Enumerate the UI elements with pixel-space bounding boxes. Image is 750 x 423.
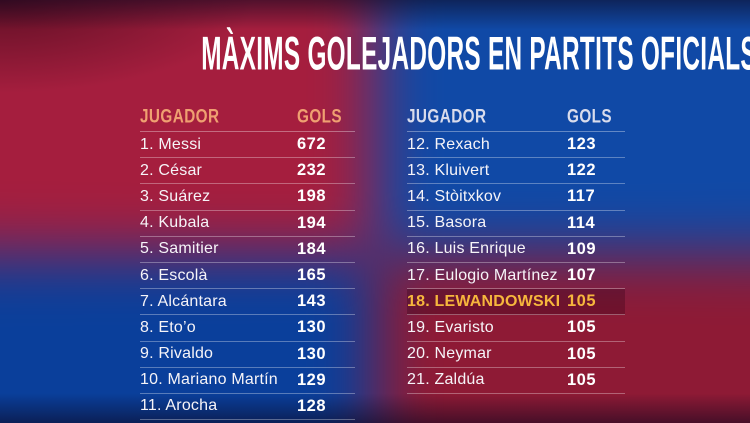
goals-cell: 194 xyxy=(297,213,327,232)
table-row: 7. Alcántara 143 xyxy=(140,289,355,316)
table-row: 21. Zaldúa 105 xyxy=(407,368,625,394)
table-row: 2. César 232 xyxy=(140,158,355,185)
goals-cell: 130 xyxy=(297,318,327,337)
table-row: 9. Rivaldo 130 xyxy=(140,342,355,368)
scorers-tables: JUGADOR GOLS 1. Messi 672 2. César 232 3. Su… xyxy=(140,101,625,421)
goals-cell: 143 xyxy=(297,292,327,311)
goals-cell: 184 xyxy=(297,239,327,258)
goals-cell: 672 xyxy=(297,135,327,154)
player-cell: 7. Alcántara xyxy=(140,292,227,310)
scorers-table-left: JUGADOR GOLS 1. Messi 672 2. César 232 3. Su… xyxy=(140,101,355,421)
table-row: 12. Rexach 123 xyxy=(407,132,625,159)
table-row: 17. Eulogio Martínez 107 xyxy=(407,263,625,290)
goals-cell: 128 xyxy=(297,396,327,415)
player-cell: 2. César xyxy=(140,161,203,179)
player-cell: 14. Stòitxkov xyxy=(407,187,502,205)
player-cell: 11. Arocha xyxy=(140,397,218,415)
goals-cell: 114 xyxy=(567,213,596,232)
player-cell: 12. Rexach xyxy=(407,135,490,153)
goals-cell: 198 xyxy=(297,187,327,206)
goals-cell: 123 xyxy=(567,135,597,154)
page-title: MÀXIMS GOLEJADORS EN PARTITS OFICIALS xyxy=(0,27,750,80)
player-cell: 5. Samitier xyxy=(140,240,219,258)
goals-cell: 105 xyxy=(567,292,597,311)
goals-cell: 107 xyxy=(567,266,597,285)
table-header: JUGADOR GOLS xyxy=(407,101,625,132)
player-cell: 1. Messi xyxy=(140,135,202,153)
player-cell: 20. Neymar xyxy=(407,345,492,363)
player-cell: 4. Kubala xyxy=(140,214,210,232)
table-row: 5. Samitier 184 xyxy=(140,237,355,263)
goals-cell: 232 xyxy=(297,161,327,180)
table-row: 1. Messi 672 xyxy=(140,132,355,159)
table-header: JUGADOR GOLS xyxy=(140,101,355,132)
table-row: 15. Basora 114 xyxy=(407,211,625,237)
table-row: 14. Stòitxkov 117 xyxy=(407,184,625,211)
table-row: 3. Suárez 198 xyxy=(140,184,355,211)
table-row: 19. Evaristo 105 xyxy=(407,315,625,342)
player-cell: 16. Luis Enrique xyxy=(407,240,526,258)
player-cell: 17. Eulogio Martínez xyxy=(407,266,558,284)
player-cell: 18. LEWANDOWSKI xyxy=(407,292,561,310)
goals-cell: 130 xyxy=(297,344,327,363)
goals-cell: 109 xyxy=(567,239,597,258)
table-row: 18. LEWANDOWSKI 105 xyxy=(407,289,625,316)
table-body-left: 1. Messi 672 2. César 232 3. Suárez 198 4. Kub… xyxy=(140,132,355,421)
player-cell: 21. Zaldúa xyxy=(407,371,485,389)
player-cell: 10. Mariano Martín xyxy=(140,371,278,389)
player-cell: 9. Rivaldo xyxy=(140,345,214,363)
column-header-player: JUGADOR xyxy=(407,104,487,127)
goals-cell: 129 xyxy=(297,370,327,389)
table-row: 4. Kubala 194 xyxy=(140,211,355,237)
player-cell: 3. Suárez xyxy=(140,187,211,205)
player-cell: 19. Evaristo xyxy=(407,318,494,336)
table-row: 10. Mariano Martín 129 xyxy=(140,368,355,394)
table-row: 11. Arocha 128 xyxy=(140,394,355,421)
table-row: 20. Neymar 105 xyxy=(407,342,625,368)
table-row: 13. Kluivert 122 xyxy=(407,158,625,185)
goals-cell: 105 xyxy=(567,344,597,363)
column-header-goals: GOLS xyxy=(567,104,613,127)
table-row: 16. Luis Enrique 109 xyxy=(407,237,625,263)
goals-cell: 165 xyxy=(297,266,327,285)
column-header-player: JUGADOR xyxy=(140,104,220,127)
goals-cell: 117 xyxy=(567,187,596,206)
page-title-text: MÀXIMS GOLEJADORS EN PARTITS OFICIALS xyxy=(201,27,750,80)
player-cell: 13. Kluivert xyxy=(407,161,490,179)
player-cell: 15. Basora xyxy=(407,214,487,232)
column-header-goals: GOLS xyxy=(297,104,343,127)
player-cell: 8. Eto’o xyxy=(140,318,196,336)
goals-cell: 105 xyxy=(567,318,597,337)
scorers-table-right: JUGADOR GOLS 12. Rexach 123 13. Kluivert 12… xyxy=(407,101,625,420)
goals-cell: 105 xyxy=(567,370,597,389)
goals-cell: 122 xyxy=(567,161,597,180)
table-row: 6. Escolà 165 xyxy=(140,263,355,290)
table-row: 8. Eto’o 130 xyxy=(140,315,355,342)
player-cell: 6. Escolà xyxy=(140,266,208,284)
table-body-right: 12. Rexach 123 13. Kluivert 122 14. Stòitxko… xyxy=(407,132,625,394)
